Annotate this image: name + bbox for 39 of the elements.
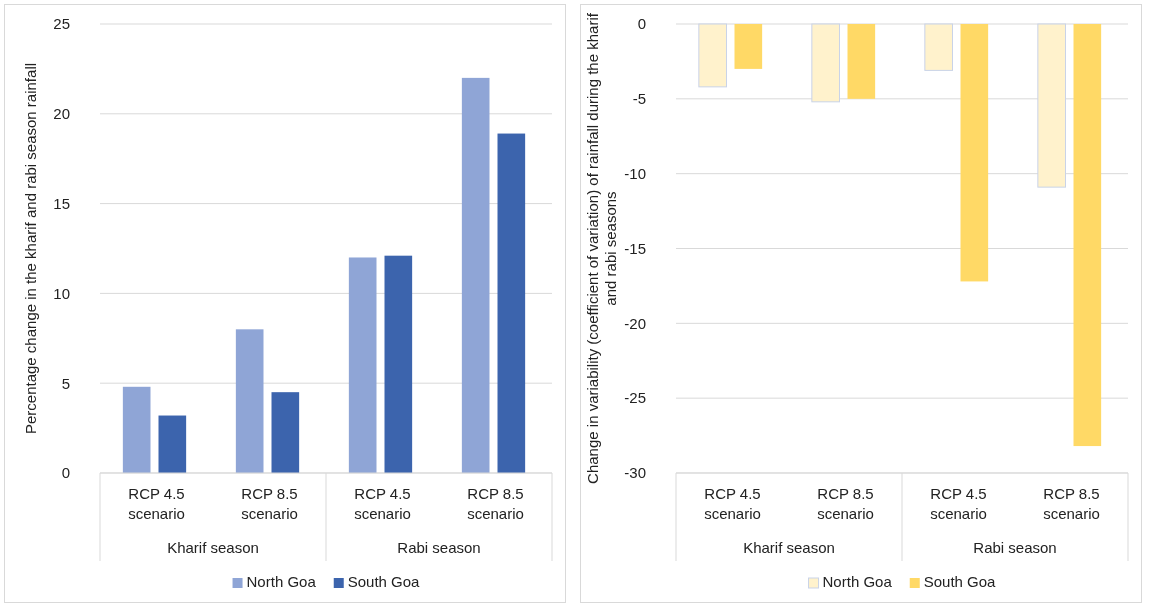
bar bbox=[158, 415, 187, 473]
y-axis-title: Percentage change in the kharif and rabi season rainfall bbox=[22, 62, 39, 435]
legend-label: North Goa bbox=[246, 573, 317, 590]
x-tick-label: RCP 8.5 scenario bbox=[241, 485, 298, 522]
y-tick-label: -15 bbox=[624, 239, 646, 257]
x-tick-label: RCP 4.5 scenario bbox=[354, 485, 411, 522]
bar bbox=[384, 255, 413, 473]
x-tick-label: RCP 8.5 scenario bbox=[817, 485, 874, 522]
y-tick-label: 0 bbox=[61, 464, 70, 482]
y-tick-label: 25 bbox=[53, 15, 70, 33]
y-tick-label: -20 bbox=[624, 314, 646, 332]
y-tick-label: 0 bbox=[637, 15, 646, 33]
bar bbox=[271, 392, 300, 473]
y-tick-label: -5 bbox=[632, 90, 646, 108]
x-tick-label: RCP 8.5 scenario bbox=[1043, 485, 1100, 522]
y-tick-label: 15 bbox=[53, 194, 70, 212]
x-tick-label: RCP 4.5 scenario bbox=[930, 485, 987, 522]
bar bbox=[461, 77, 490, 473]
text: Kharif season bbox=[167, 539, 259, 556]
bar bbox=[122, 386, 151, 473]
bar bbox=[235, 329, 264, 473]
bar bbox=[348, 257, 377, 473]
text: Kharif season bbox=[743, 539, 835, 556]
bar bbox=[497, 133, 526, 473]
y-tick-label: 20 bbox=[53, 105, 70, 123]
y-tick-label: 5 bbox=[61, 374, 70, 392]
y-axis-title: Change in variability (coefficient of variation) of rainfall during the kharif and rabi seasons bbox=[584, 12, 619, 484]
y-tick-label: -10 bbox=[624, 164, 646, 182]
legend-label: South Goa bbox=[923, 573, 997, 590]
text: Rabi season bbox=[973, 539, 1057, 556]
x-tick-label: RCP 4.5 scenario bbox=[128, 485, 185, 522]
y-tick-label: 10 bbox=[53, 284, 70, 302]
x-tick-label: RCP 8.5 scenario bbox=[467, 485, 524, 522]
legend-label: North Goa bbox=[822, 573, 893, 590]
text: Rabi season bbox=[397, 539, 481, 556]
x-tick-label: RCP 4.5 scenario bbox=[704, 485, 761, 522]
y-tick-label: -25 bbox=[624, 389, 646, 407]
y-tick-label: -30 bbox=[624, 464, 646, 482]
legend-label: South Goa bbox=[347, 573, 421, 590]
